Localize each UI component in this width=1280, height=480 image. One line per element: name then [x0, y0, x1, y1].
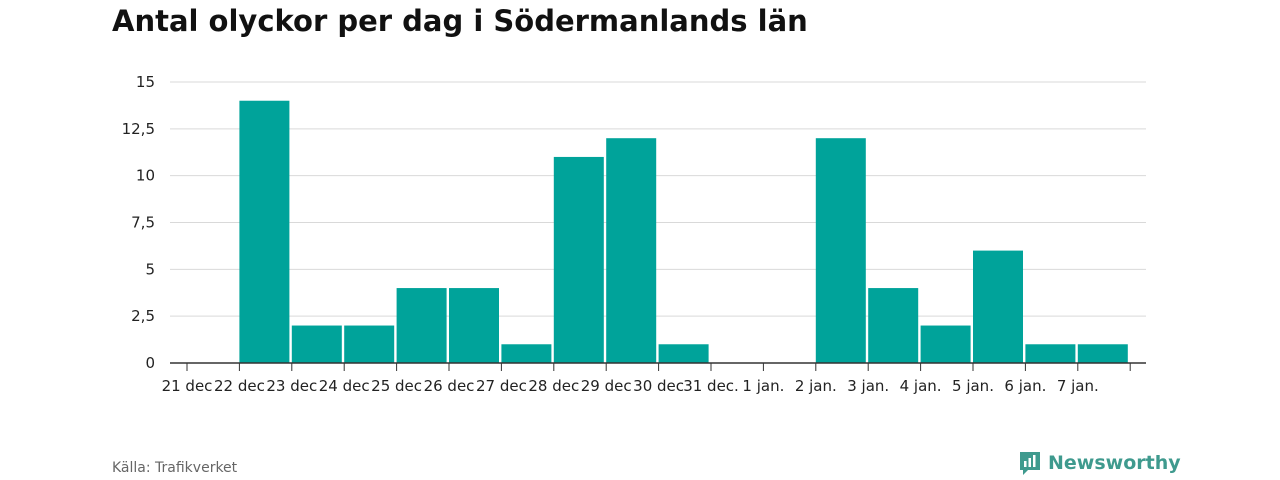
x-axis-labels: 21 dec 22 dec 23 dec 24 dec 25 dec 26 dec 27 d… [162, 377, 1099, 395]
x-tick-label: 22 dec [214, 377, 265, 395]
y-tick-label: 2,5 [131, 307, 155, 325]
bar [239, 100, 290, 363]
x-tick-label: 24 dec [319, 377, 370, 395]
bar [815, 138, 866, 363]
y-tick-label: 10 [136, 167, 155, 185]
x-tick-label: 29 dec [581, 377, 632, 395]
x-tick-label: 5 jan. [952, 377, 994, 395]
bar-chart: 0 2,5 5 7,5 10 12,5 15 21 dec 22 dec 23 dec 24 de… [122, 73, 1146, 395]
bar [868, 288, 919, 363]
x-tick-label: 3 jan. [847, 377, 889, 395]
x-tick-label: 30 dec [633, 377, 684, 395]
y-tick-label: 5 [145, 260, 155, 278]
bars [239, 100, 1128, 363]
x-tick-label: 6 jan. [1004, 377, 1046, 395]
y-tick-label: 7,5 [131, 214, 155, 232]
x-tick-label: 27 dec [476, 377, 527, 395]
bar [344, 325, 395, 363]
bar [973, 250, 1023, 363]
x-tick-label: 1 jan. [742, 377, 784, 395]
x-tick-label: 7 jan. [1057, 377, 1099, 395]
newsworthy-logo-icon [1020, 452, 1040, 475]
y-tick-label: 12,5 [122, 120, 155, 138]
brand-logo[interactable]: Newsworthy [1018, 450, 1181, 476]
x-axis [170, 362, 1146, 371]
bar [606, 138, 657, 363]
bar [553, 156, 604, 363]
y-tick-label: 0 [145, 354, 155, 372]
gridlines [170, 81, 1146, 317]
y-axis-labels: 0 2,5 5 7,5 10 12,5 15 [122, 73, 155, 372]
source-note: Källa: Trafikverket [112, 460, 238, 476]
bar [658, 344, 709, 363]
x-tick-label: 28 dec [528, 377, 579, 395]
x-tick-label: 31 dec. [683, 377, 739, 395]
bar [1077, 344, 1128, 363]
bar [501, 344, 552, 363]
brand-name: Newsworthy [1048, 452, 1181, 474]
chart-title: Antal olyckor per dag i Södermanlands lä… [112, 4, 808, 38]
y-tick-label: 15 [136, 73, 155, 91]
bar [396, 288, 447, 363]
x-tick-label: 2 jan. [795, 377, 837, 395]
bar [449, 288, 499, 363]
x-tick-label: 26 dec [424, 377, 475, 395]
x-tick-label: 25 dec [371, 377, 422, 395]
bar [1025, 344, 1076, 363]
x-tick-label: 23 dec [266, 377, 317, 395]
bar [291, 325, 342, 363]
x-tick-label: 4 jan. [900, 377, 942, 395]
bar [920, 325, 971, 363]
x-tick-label: 21 dec [162, 377, 213, 395]
